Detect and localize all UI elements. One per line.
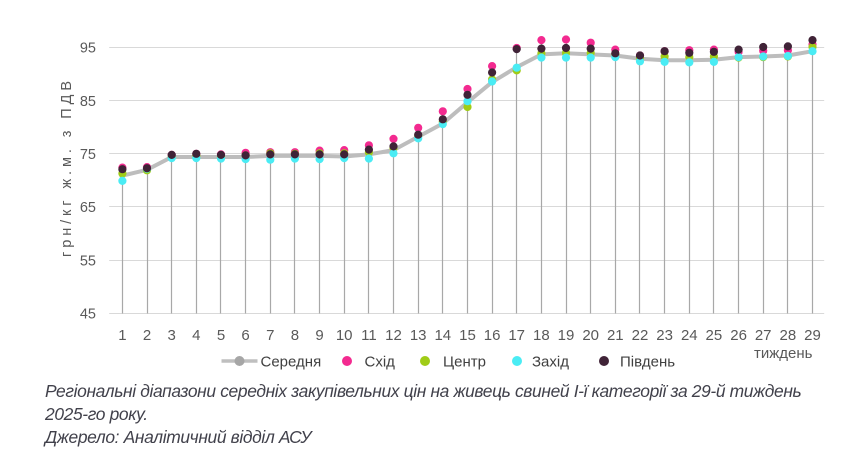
svg-text:грн/кг ж.м. з ПДВ: грн/кг ж.м. з ПДВ bbox=[59, 81, 75, 257]
svg-text:27: 27 bbox=[755, 327, 772, 344]
svg-text:23: 23 bbox=[656, 327, 673, 344]
svg-text:Захід: Захід bbox=[532, 354, 569, 371]
svg-text:8: 8 bbox=[291, 327, 299, 344]
svg-text:21: 21 bbox=[607, 327, 624, 344]
svg-text:5: 5 bbox=[217, 327, 225, 344]
svg-text:28: 28 bbox=[780, 327, 797, 344]
svg-text:16: 16 bbox=[484, 327, 501, 344]
svg-text:11: 11 bbox=[361, 327, 377, 344]
svg-text:18: 18 bbox=[533, 327, 550, 344]
svg-text:13: 13 bbox=[410, 327, 427, 344]
svg-text:20: 20 bbox=[582, 327, 599, 344]
svg-text:2: 2 bbox=[143, 327, 151, 344]
svg-text:4: 4 bbox=[192, 327, 200, 344]
svg-text:26: 26 bbox=[730, 327, 747, 344]
svg-text:Південь: Південь bbox=[620, 354, 675, 371]
svg-text:29: 29 bbox=[804, 327, 821, 344]
svg-text:10: 10 bbox=[336, 327, 353, 344]
svg-text:75: 75 bbox=[80, 147, 96, 163]
svg-text:Центр: Центр bbox=[443, 354, 486, 371]
svg-text:тиждень: тиждень bbox=[754, 345, 813, 362]
svg-text:7: 7 bbox=[266, 327, 274, 344]
svg-text:6: 6 bbox=[241, 327, 249, 344]
svg-text:Середня: Середня bbox=[261, 354, 322, 371]
svg-text:17: 17 bbox=[508, 327, 525, 344]
svg-text:25: 25 bbox=[706, 327, 723, 344]
svg-text:3: 3 bbox=[168, 327, 176, 344]
svg-text:65: 65 bbox=[80, 200, 96, 216]
svg-text:85: 85 bbox=[80, 94, 96, 110]
svg-text:1: 1 bbox=[118, 327, 126, 344]
svg-text:95: 95 bbox=[80, 41, 96, 57]
svg-text:22: 22 bbox=[632, 327, 649, 344]
svg-text:Схід: Схід bbox=[365, 354, 396, 371]
svg-text:15: 15 bbox=[459, 327, 476, 344]
svg-text:55: 55 bbox=[80, 253, 96, 269]
svg-text:45: 45 bbox=[80, 307, 96, 323]
svg-text:19: 19 bbox=[558, 327, 575, 344]
svg-text:24: 24 bbox=[681, 327, 698, 344]
svg-text:9: 9 bbox=[315, 327, 323, 344]
svg-text:14: 14 bbox=[434, 327, 451, 344]
svg-text:12: 12 bbox=[385, 327, 402, 344]
